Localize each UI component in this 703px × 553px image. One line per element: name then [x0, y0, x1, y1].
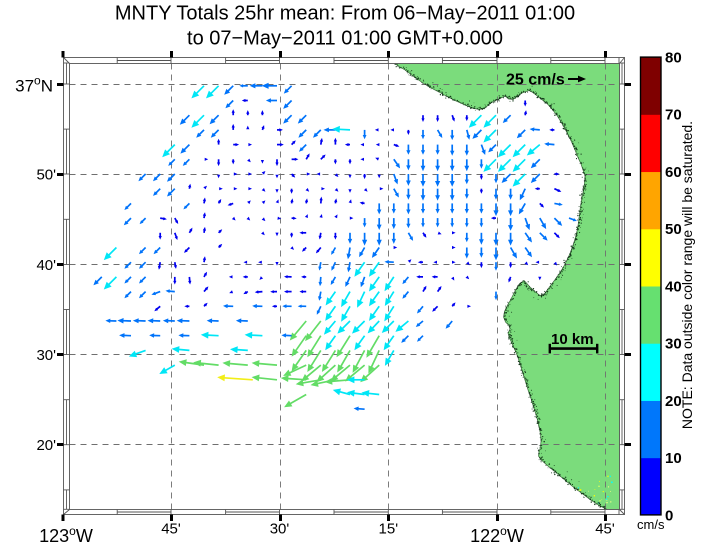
svg-text:45': 45'	[161, 521, 181, 538]
svg-text:30': 30'	[36, 347, 56, 364]
svg-text:15': 15'	[379, 521, 399, 538]
svg-text:40': 40'	[36, 257, 56, 274]
svg-text:10 km: 10 km	[551, 331, 594, 348]
svg-text:50': 50'	[36, 166, 56, 183]
svg-text:0: 0	[665, 507, 673, 524]
svg-text:10: 10	[665, 450, 682, 467]
svg-text:cm/s: cm/s	[637, 517, 665, 532]
svg-text:25 cm/s: 25 cm/s	[506, 72, 565, 89]
svg-text:20': 20'	[36, 437, 56, 454]
svg-text:80: 80	[665, 50, 682, 67]
svg-text:MNTY Totals 25hr mean: From 06: MNTY Totals 25hr mean: From 06−May−2011 …	[115, 3, 575, 25]
svg-text:NOTE: Data outside color range: NOTE: Data outside color range will be s…	[679, 121, 695, 429]
svg-text:to 07−May−2011 01:00 GMT+0.000: to 07−May−2011 01:00 GMT+0.000	[187, 28, 503, 50]
svg-text:45': 45'	[595, 521, 615, 538]
svg-text:123oW: 123oW	[39, 524, 93, 546]
svg-text:122oW: 122oW	[470, 524, 524, 546]
svg-text:30': 30'	[270, 521, 290, 538]
